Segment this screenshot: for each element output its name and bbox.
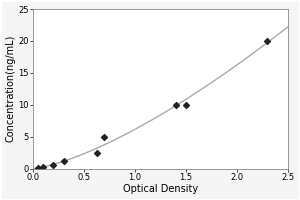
Point — [94, 151, 99, 154]
Point — [61, 159, 66, 162]
Point — [265, 39, 270, 43]
Point — [102, 135, 107, 138]
Point — [36, 166, 40, 169]
Point — [173, 103, 178, 106]
Point — [184, 103, 188, 106]
Point — [51, 163, 56, 166]
Point — [41, 165, 46, 168]
X-axis label: Optical Density: Optical Density — [123, 184, 198, 194]
Y-axis label: Concentration(ng/mL): Concentration(ng/mL) — [6, 35, 16, 142]
